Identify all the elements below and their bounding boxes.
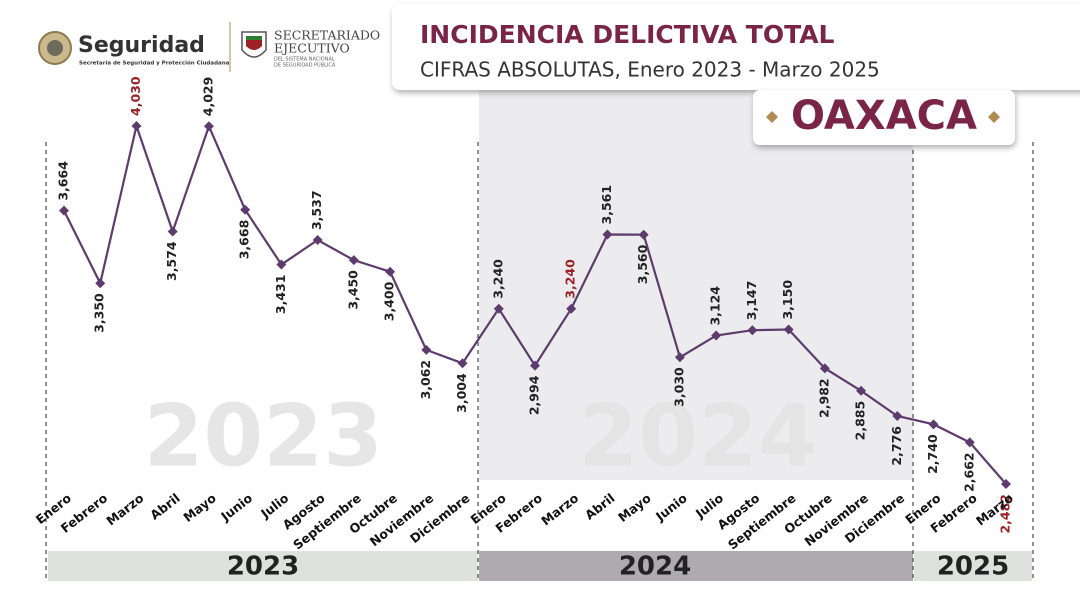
marker bbox=[348, 255, 359, 266]
marker bbox=[203, 121, 214, 132]
logo-title: Seguridad bbox=[78, 33, 205, 58]
marker bbox=[783, 324, 794, 335]
value-label: 3,561 bbox=[599, 185, 614, 225]
value-label: 3,574 bbox=[164, 241, 179, 281]
x-tick-label: Marzo bbox=[103, 490, 146, 528]
x-tick-label: Abril bbox=[582, 490, 618, 522]
value-label: 2,885 bbox=[853, 401, 868, 441]
x-tick-label: Abril bbox=[147, 490, 183, 522]
title-box bbox=[392, 4, 1080, 90]
year-band bbox=[914, 551, 1032, 581]
marker bbox=[638, 229, 649, 240]
agency-line: EJECUTIVO bbox=[274, 41, 350, 56]
marker bbox=[747, 325, 758, 336]
x-tick-label: Mayo bbox=[180, 490, 219, 525]
year-shade bbox=[479, 90, 913, 480]
year-label: 2023 bbox=[227, 552, 299, 582]
x-tick-label: Marzo bbox=[538, 490, 581, 528]
value-label: 2,482 bbox=[998, 494, 1013, 534]
year-watermark: 2023 bbox=[144, 386, 383, 486]
value-label: 3,240 bbox=[490, 259, 505, 299]
value-label: 3,350 bbox=[92, 293, 107, 333]
value-label: 3,537 bbox=[309, 190, 324, 230]
value-label: 3,150 bbox=[780, 280, 795, 320]
marker bbox=[95, 278, 106, 289]
value-label: 4,029 bbox=[200, 77, 215, 117]
year-watermark: 2024 bbox=[578, 386, 817, 486]
marker bbox=[167, 226, 178, 237]
year-label: 2025 bbox=[937, 552, 1009, 582]
value-label: 2,740 bbox=[925, 434, 940, 474]
value-label: 2,994 bbox=[527, 375, 542, 415]
marker bbox=[421, 344, 432, 355]
marker bbox=[530, 360, 540, 371]
region: OAXACA bbox=[791, 93, 977, 139]
logo-subtitle: Secretaría de Seguridad y Protección Ciu… bbox=[79, 60, 230, 67]
value-label: 3,668 bbox=[237, 220, 252, 260]
value-label: 3,147 bbox=[744, 281, 759, 321]
region-box bbox=[753, 90, 1015, 145]
marker bbox=[856, 385, 867, 396]
value-label: 3,240 bbox=[563, 259, 578, 299]
value-label: 3,030 bbox=[671, 367, 686, 407]
value-label: 3,400 bbox=[382, 281, 397, 321]
marker bbox=[566, 303, 577, 314]
value-label: 3,004 bbox=[454, 373, 469, 413]
agency-line: DEL SISTEMA NACIONAL bbox=[274, 57, 335, 63]
marker bbox=[59, 205, 69, 216]
separators bbox=[45, 142, 1034, 580]
value-label: 4,030 bbox=[128, 76, 143, 116]
agency-line: SECRETARIADO bbox=[274, 28, 380, 43]
value-label: 3,450 bbox=[345, 270, 360, 310]
chart-title: INCIDENCIA DELICTIVA TOTAL bbox=[420, 20, 835, 49]
marker bbox=[457, 358, 468, 369]
x-tick-label: Junio bbox=[652, 490, 690, 524]
marker bbox=[674, 352, 685, 363]
marker bbox=[711, 330, 722, 341]
chart-subtitle: CIFRAS ABSOLUTAS, Enero 2023 - Marzo 202… bbox=[420, 58, 880, 82]
marker bbox=[385, 266, 396, 277]
x-tick-label: Mayo bbox=[615, 490, 654, 525]
value-label: 3,431 bbox=[273, 275, 288, 315]
marker bbox=[131, 121, 142, 131]
marker bbox=[240, 204, 251, 215]
marker bbox=[892, 411, 903, 422]
year-band bbox=[48, 551, 478, 581]
marker bbox=[928, 419, 939, 430]
value-label: 3,664 bbox=[56, 161, 71, 201]
marker bbox=[819, 363, 830, 374]
agency-line: DE SEGURIDAD PÚBLICA bbox=[274, 62, 336, 69]
year-band bbox=[479, 551, 913, 581]
value-label: 3,560 bbox=[635, 244, 650, 284]
marker bbox=[312, 235, 323, 246]
value-label: 2,982 bbox=[816, 378, 831, 418]
marker bbox=[493, 303, 504, 314]
value-label: 3,062 bbox=[418, 360, 433, 400]
year-label: 2024 bbox=[619, 552, 691, 582]
marker bbox=[964, 437, 975, 448]
marker bbox=[1001, 479, 1011, 489]
value-label: 3,124 bbox=[708, 286, 723, 326]
value-label: 2,662 bbox=[961, 452, 976, 492]
value-label: 2,776 bbox=[889, 426, 904, 466]
marker bbox=[602, 229, 613, 240]
marker bbox=[276, 259, 287, 270]
x-tick-label: Junio bbox=[217, 490, 255, 524]
logo: Seguridad Secretaría de Seguridad y Prot… bbox=[38, 22, 380, 72]
